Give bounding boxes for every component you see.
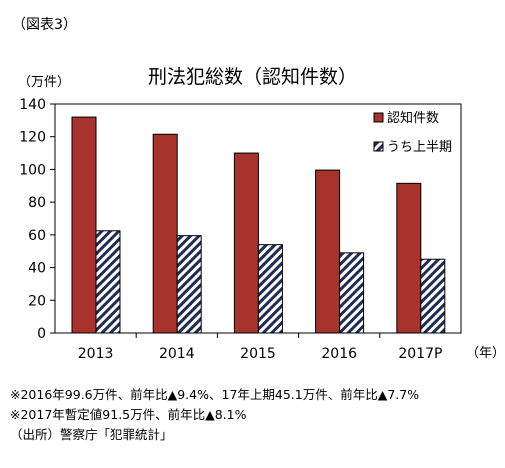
x-tick-label: 2014 [159,346,195,362]
x-tick-label: 2016 [321,346,357,362]
y-tick-label: 100 [19,162,46,178]
chart-title: 刑法犯総数（認知件数） [147,66,357,88]
y-tick-label: 140 [19,97,46,113]
x-tick-label: 2015 [240,346,276,362]
footnote-2: ※2017年暫定値91.5万件、前年比▲8.1% [10,407,247,422]
y-tick-label: 0 [37,326,46,342]
legend-label: うち上半期 [387,140,452,155]
legend-swatch [373,112,384,123]
x-tick-label: 2013 [78,346,114,362]
figure-label: （図表3） [12,17,77,33]
bar-認知件数-2015 [233,152,259,334]
footnote-1: ※2016年99.6万件、前年比▲9.4%、17年上期45.1万件、前年比▲7.… [10,387,420,402]
bar-認知件数-2013 [71,116,97,334]
bar-うち上半期-2013 [95,230,121,334]
bar-認知件数-2014 [152,133,178,334]
y-tick-label: 40 [28,261,46,277]
y-axis-label: （万件） [18,75,70,90]
bar-うち上半期-2017P [420,258,446,334]
legend-label: 認知件数 [387,110,439,126]
source-note: （出所）警察庁「犯罪統計」 [10,427,173,442]
bar-認知件数-2017P [396,182,422,334]
y-tick-label: 120 [19,130,46,146]
bar-うち上半期-2015 [257,244,283,334]
bar-うち上半期-2014 [176,235,202,334]
legend-swatch [373,141,384,152]
x-axis-label: （年） [466,346,505,361]
y-tick-label: 60 [28,228,46,244]
bar-うち上半期-2016 [339,252,365,334]
y-tick-label: 80 [28,195,46,211]
bar-認知件数-2016 [315,169,341,334]
y-tick-label: 20 [28,293,46,309]
x-tick-label: 2017P [398,346,442,362]
